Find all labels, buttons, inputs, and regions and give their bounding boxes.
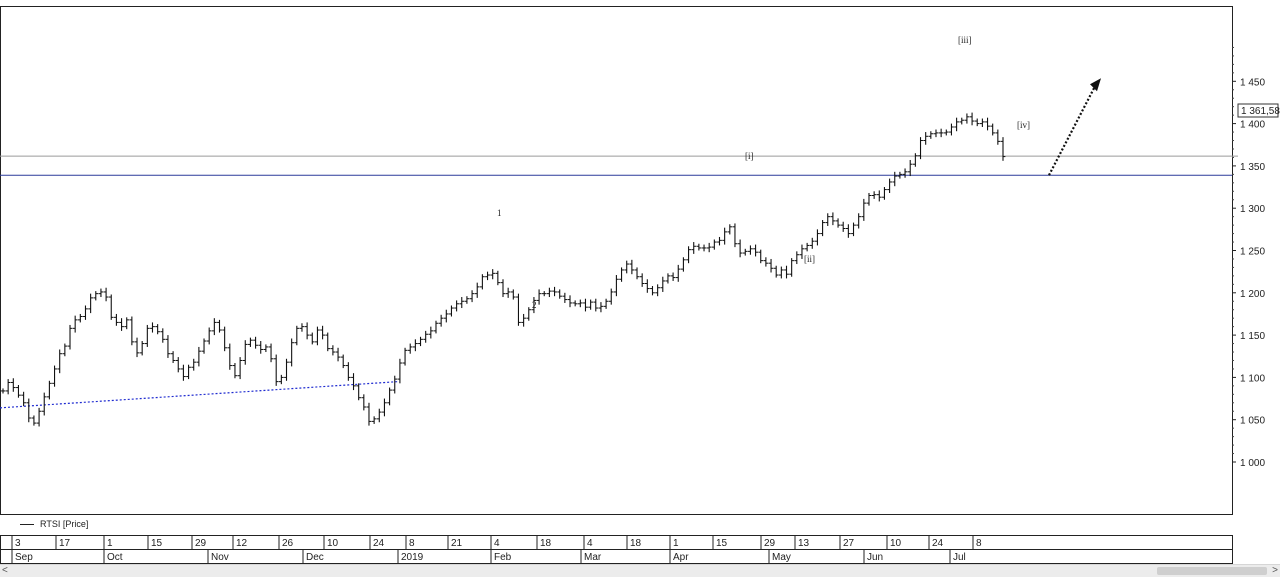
- day-tick-label: 15: [151, 538, 163, 549]
- scroll-left-arrow-icon[interactable]: <: [2, 565, 8, 576]
- day-tick-label: 13: [798, 538, 810, 549]
- y-tick-label: 1 400: [1240, 120, 1265, 131]
- day-tick-label: 1: [107, 538, 113, 549]
- month-tick-label: Nov: [211, 552, 229, 563]
- trendline: [0, 381, 399, 409]
- plot-frame: [0, 6, 1233, 515]
- y-tick-label: 1 300: [1240, 204, 1265, 215]
- day-tick-label: 18: [540, 538, 552, 549]
- day-tick-label: 8: [409, 538, 415, 549]
- y-tick-label: 1 000: [1240, 458, 1265, 469]
- day-tick-label: 27: [843, 538, 855, 549]
- day-tick-label: 1: [673, 538, 679, 549]
- day-tick-label: 15: [716, 538, 728, 549]
- day-tick-label: 26: [282, 538, 294, 549]
- wave-label-2: 2: [532, 300, 537, 310]
- day-tick-label: 10: [890, 538, 902, 549]
- forecast-arrowhead-icon: [1090, 78, 1101, 92]
- scroll-right-arrow-icon[interactable]: >: [1272, 565, 1278, 576]
- wave-label-ii: [ii]: [804, 254, 815, 264]
- day-tick-label: 12: [236, 538, 248, 549]
- y-tick-label: 1 100: [1240, 373, 1265, 384]
- scroll-thumb[interactable]: [1157, 567, 1267, 575]
- legend: RTSI [Price]: [20, 519, 88, 529]
- month-tick-label: Jul: [953, 552, 966, 563]
- price-tag-box: [1237, 103, 1279, 118]
- day-tick-label: 24: [373, 538, 385, 549]
- month-tick-label: Feb: [494, 552, 512, 563]
- wave-label-iv: [iv]: [1017, 120, 1030, 130]
- y-tick-label: 1 150: [1240, 331, 1265, 342]
- day-tick-label: 4: [587, 538, 593, 549]
- y-tick-label: 1 350: [1240, 162, 1265, 173]
- time-axis: 3 17 1 15 29 12 26 10 24 8 21 4 18 4 18 1 15 29 13 27 10 24 8 …: [0, 535, 1233, 564]
- day-tick-label: 21: [451, 538, 463, 549]
- overlay-lines: [0, 78, 1238, 409]
- month-tick-label: Dec: [306, 552, 324, 563]
- day-tick-label: 24: [932, 538, 944, 549]
- month-tick-label: Sep: [15, 552, 33, 563]
- day-tick-label: 10: [327, 538, 339, 549]
- price-bars: [0, 112, 1006, 427]
- month-tick-label: Mar: [584, 552, 602, 563]
- month-tick-label: Jun: [867, 552, 883, 563]
- y-tick-label: 1 200: [1240, 289, 1265, 300]
- month-tick-label: Oct: [107, 552, 123, 563]
- day-tick-label: 3: [15, 538, 21, 549]
- legend-swatch: [20, 523, 34, 525]
- y-tick-label: 1 050: [1240, 416, 1265, 427]
- day-tick-label: 29: [195, 538, 207, 549]
- y-axis: 1 000 1 050 1 100 1 150 1 200 1 250 1 300 1 350…: [1232, 46, 1265, 469]
- month-tick-label: May: [772, 552, 791, 563]
- day-tick-label: 8: [976, 538, 982, 549]
- price-tag: 1 361,58: [1237, 103, 1280, 118]
- day-tick-label: 18: [630, 538, 642, 549]
- price-tag-value: 1 361,58: [1241, 106, 1280, 117]
- day-ticks: 3 17 1 15 29 12 26 10 24 8 21 4 18 4 18 1 15 29 13 27 10 24 8: [11, 536, 982, 549]
- day-tick-label: 17: [59, 538, 71, 549]
- legend-label: RTSI [Price]: [40, 519, 89, 529]
- y-tick-label: 1 450: [1240, 77, 1265, 88]
- day-tick-label: 4: [494, 538, 500, 549]
- wave-label-i: [i]: [745, 151, 754, 161]
- horizontal-scrollbar[interactable]: < >: [0, 564, 1280, 577]
- month-tick-label: 2019: [401, 552, 424, 563]
- month-ticks: Sep Oct Nov Dec 2019 Feb Mar Apr May Jun Jul: [11, 549, 966, 563]
- wave-label-1: 1: [497, 208, 502, 218]
- day-tick-label: 29: [764, 538, 776, 549]
- forecast-arrow: [1048, 85, 1096, 176]
- wave-label-iii: [iii]: [958, 35, 972, 45]
- month-tick-label: Apr: [673, 552, 689, 563]
- y-tick-label: 1 250: [1240, 247, 1265, 258]
